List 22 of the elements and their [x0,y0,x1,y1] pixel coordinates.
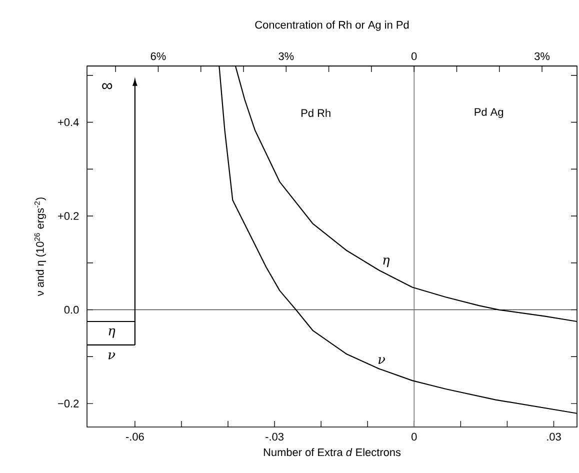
x2-axis-title: Concentration of Rh or Ag in Pd [255,20,409,31]
annotation: ν [108,352,116,360]
annotation: η [108,328,116,338]
x-tick-label: -.06 [126,432,144,441]
annotation: Pd Rh [302,108,330,117]
y-tick-label: 0.0 [64,306,79,314]
x2-tick-label: 3% [278,52,294,60]
x2-tick-label: 6% [150,52,166,60]
y-tick-label: −0.2 [58,400,79,408]
annotation: ∞ [102,83,112,90]
x2-tick-label: 3% [534,52,550,60]
x-tick-label: 0 [412,432,417,441]
annotation: ν [378,357,386,364]
annotation: Pd Ag [474,108,504,118]
y-tick-label: +0.4 [58,118,79,126]
y-axis-title: ν and η (10$^{26}$ ergs$^{-2}$) [34,198,46,296]
y-tick-label: +0.2 [58,212,79,220]
annotation: η [383,258,390,268]
x2-tick-label: 0 [411,52,417,60]
x-tick-label: .03 [547,432,561,441]
x-tick-label: -.03 [266,432,284,441]
x-axis-title: Number of Extra d Electrons [264,448,401,456]
